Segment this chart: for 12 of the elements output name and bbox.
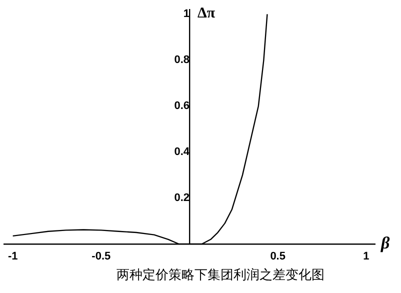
y-tick-label: 0.2 bbox=[174, 192, 190, 204]
y-axis-title: Δπ bbox=[198, 5, 216, 22]
y-tick-label: 0.4 bbox=[174, 146, 190, 158]
x-tick-label: -1 bbox=[8, 250, 18, 263]
x-tick-label: -0.5 bbox=[92, 250, 111, 263]
text: 两种定价策略下集团利润之差变化图 bbox=[116, 267, 326, 284]
y-tick-label: 0.6 bbox=[174, 100, 190, 112]
x-tick-label: 1 bbox=[363, 250, 370, 263]
y-tick-label: 0.8 bbox=[174, 54, 190, 66]
x-axis-title: β bbox=[380, 233, 390, 252]
y-tick-label: 1 bbox=[183, 8, 190, 20]
x-tick-label: 0.5 bbox=[270, 250, 286, 263]
